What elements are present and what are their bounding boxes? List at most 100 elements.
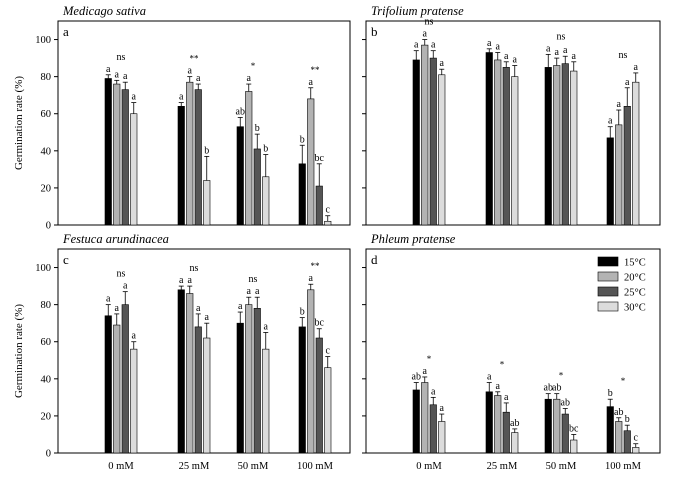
significance-letter: a — [487, 38, 492, 49]
bar — [544, 398, 552, 454]
significance-letter: a — [563, 45, 568, 56]
y-tick-label: 0 — [46, 449, 51, 460]
y-tick-label: 20 — [41, 183, 52, 194]
x-tick-label: 0 mM — [416, 461, 442, 472]
significance-letter: a — [255, 286, 260, 297]
significance-letter: b — [608, 388, 613, 399]
significance-letter: a — [179, 275, 184, 286]
significance-letter: b — [625, 414, 630, 425]
significance-letter: a — [423, 366, 428, 377]
significance-letter: a — [132, 331, 137, 342]
x-tick-label: 25 mM — [179, 461, 210, 472]
bar — [561, 63, 569, 226]
group-significance: * — [500, 360, 505, 370]
significance-letter: a — [440, 58, 445, 69]
bar — [606, 406, 614, 454]
panel-letter: a — [63, 24, 69, 39]
bar — [632, 81, 640, 226]
bar — [623, 106, 631, 226]
bar — [606, 137, 614, 226]
significance-letter: a — [123, 281, 128, 292]
bar — [253, 148, 261, 226]
bar — [121, 89, 129, 226]
legend-label: 25°C — [624, 288, 646, 299]
bar — [561, 413, 569, 454]
bar — [236, 322, 244, 454]
bar — [236, 126, 244, 226]
y-tick-label: 40 — [41, 146, 52, 157]
bar — [203, 180, 211, 226]
group-significance: ns — [117, 52, 126, 63]
legend: 15°C 20°C 25°C 30°C — [597, 256, 646, 314]
significance-letter: a — [309, 77, 314, 88]
legend-swatch — [597, 271, 619, 282]
bar — [203, 337, 211, 454]
group-significance: ns — [117, 269, 126, 280]
legend-label: 20°C — [624, 273, 646, 284]
y-tick-label: 100 — [35, 35, 51, 46]
significance-letter: a — [196, 73, 201, 84]
significance-letter: a — [106, 64, 111, 75]
significance-letter: a — [188, 275, 193, 286]
legend-swatch — [597, 256, 619, 267]
significance-letter: a — [309, 273, 314, 284]
significance-letter: a — [264, 321, 269, 332]
significance-letter: a — [414, 40, 419, 51]
bar — [186, 81, 194, 226]
significance-letter: a — [431, 40, 436, 51]
bar — [262, 348, 270, 454]
panel-letter: c — [63, 252, 69, 267]
y-tick-label: 0 — [46, 221, 51, 232]
panel-title: Medicago sativa — [62, 4, 146, 18]
bar — [307, 289, 315, 454]
y-tick-label: 80 — [41, 300, 52, 311]
bar — [121, 304, 129, 454]
bar — [324, 220, 332, 226]
y-tick-label: 60 — [41, 337, 52, 348]
bar — [412, 389, 420, 454]
bar — [412, 59, 420, 226]
bar — [502, 67, 510, 226]
y-tick-label: 60 — [41, 109, 52, 120]
group-significance: * — [427, 354, 432, 364]
group-significance: ns — [425, 17, 434, 28]
significance-letter: c — [326, 205, 331, 216]
panel-letter: b — [371, 24, 378, 39]
bar — [511, 432, 519, 454]
group-significance: ns — [190, 263, 199, 274]
significance-letter: a — [608, 116, 613, 127]
bar — [494, 59, 502, 226]
bar — [485, 391, 493, 454]
x-tick-label: 0 mM — [108, 461, 134, 472]
significance-letter: ab — [544, 383, 553, 394]
bar — [570, 70, 578, 226]
significance-letter: a — [431, 386, 436, 397]
x-tick-label: 100 mM — [297, 461, 334, 472]
bar — [298, 163, 306, 226]
significance-letter: bc — [315, 318, 325, 329]
y-tick-label: 20 — [41, 411, 52, 422]
y-axis-label: Germination rate (%) — [13, 76, 25, 170]
bar — [511, 76, 519, 226]
bar — [553, 65, 561, 226]
significance-letter: b — [300, 307, 305, 318]
bar — [623, 430, 631, 454]
significance-letter: b — [263, 144, 268, 155]
significance-letter: c — [326, 346, 331, 357]
significance-letter: a — [440, 403, 445, 414]
significance-letter: a — [504, 392, 509, 403]
significance-letter: a — [487, 372, 492, 383]
significance-letter: b — [204, 145, 209, 156]
bar — [262, 176, 270, 226]
significance-letter: a — [179, 92, 184, 103]
group-significance: * — [251, 61, 256, 71]
significance-letter: a — [496, 381, 501, 392]
bar — [421, 44, 429, 226]
bar — [130, 348, 138, 454]
significance-letter: a — [546, 43, 551, 54]
significance-letter: a — [115, 303, 120, 314]
significance-letter: bc — [569, 423, 579, 434]
